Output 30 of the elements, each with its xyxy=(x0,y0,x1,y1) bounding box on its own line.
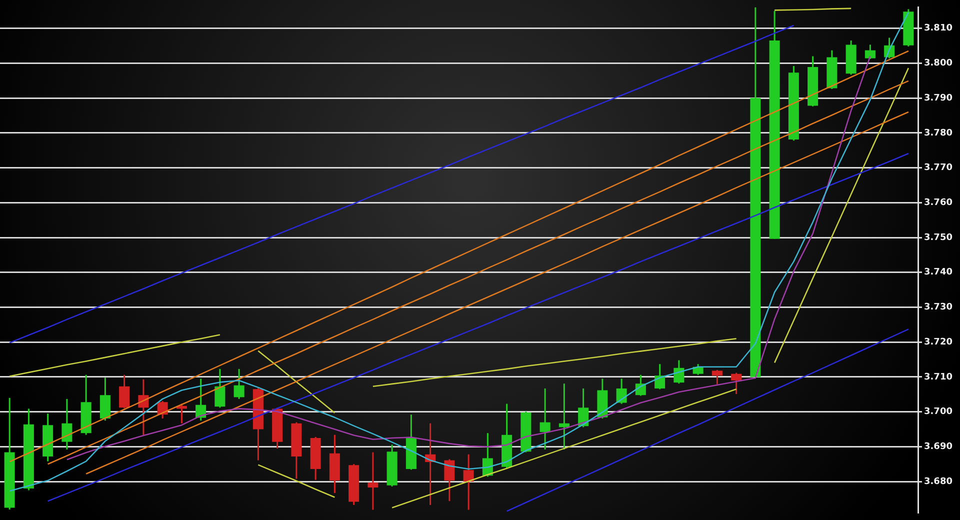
candlestick xyxy=(616,378,627,405)
y-tick-label: 3.700 xyxy=(924,407,952,418)
y-tick-label: 3.810 xyxy=(924,24,952,34)
candlestick xyxy=(100,376,110,422)
y-tick-label: 3.740 xyxy=(924,268,952,278)
y-tick-label: 3.720 xyxy=(924,337,952,348)
candlestick xyxy=(119,374,130,410)
candlestick xyxy=(731,372,742,395)
candlestick xyxy=(368,452,378,511)
candlestick xyxy=(62,398,72,450)
y-tick-label: 3.680 xyxy=(924,476,952,487)
candlestick xyxy=(864,44,876,60)
candlestick xyxy=(196,378,206,422)
y-tick-label: 3.750 xyxy=(924,232,952,243)
y-tick-label: 3.770 xyxy=(924,163,952,174)
y-tick-label: 3.760 xyxy=(924,198,952,208)
y-tick-label: 3.800 xyxy=(924,58,952,69)
candlestick xyxy=(540,388,550,450)
candlestick xyxy=(712,369,722,386)
y-tick-label: 3.710 xyxy=(924,372,952,382)
candlestick xyxy=(444,458,455,502)
candlestick xyxy=(463,454,474,511)
candlestick xyxy=(674,359,684,384)
y-tick-label: 3.780 xyxy=(924,128,952,138)
y-tick-label: 3.790 xyxy=(924,93,952,104)
candlestick xyxy=(214,368,226,408)
y-tick-label: 3.730 xyxy=(924,302,952,313)
candlestick xyxy=(234,368,244,400)
candlestick xyxy=(654,363,666,390)
y-tick-label: 3.690 xyxy=(924,442,952,452)
